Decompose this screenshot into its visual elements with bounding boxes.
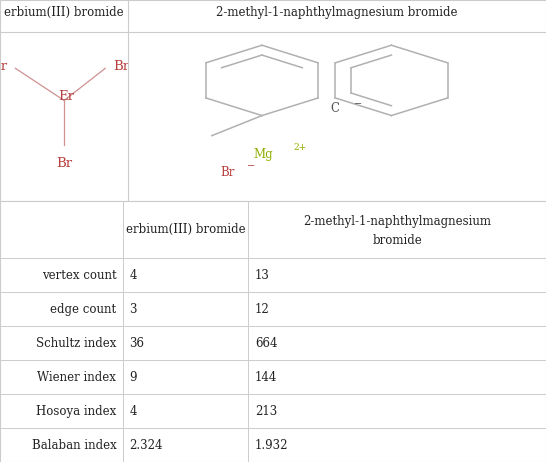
Text: edge count: edge count bbox=[50, 303, 116, 316]
Text: Hosoya index: Hosoya index bbox=[36, 405, 116, 418]
Text: 3: 3 bbox=[129, 303, 137, 316]
Text: Wiener index: Wiener index bbox=[38, 371, 116, 383]
Text: Balaban index: Balaban index bbox=[32, 438, 116, 451]
Text: 664: 664 bbox=[255, 337, 277, 350]
Text: Br: Br bbox=[0, 60, 8, 73]
Text: 2.324: 2.324 bbox=[129, 438, 163, 451]
Text: 2-methyl-1-naphthylmagnesium bromide: 2-methyl-1-naphthylmagnesium bromide bbox=[216, 6, 458, 19]
Text: erbium(III) bromide: erbium(III) bromide bbox=[4, 6, 124, 19]
Text: 13: 13 bbox=[255, 269, 270, 282]
Text: Br: Br bbox=[220, 166, 235, 179]
Text: 213: 213 bbox=[255, 405, 277, 418]
Text: Mg: Mg bbox=[253, 148, 273, 161]
Text: 2+: 2+ bbox=[293, 143, 306, 152]
Text: Br: Br bbox=[113, 60, 129, 73]
Text: Er: Er bbox=[59, 90, 75, 103]
Text: 12: 12 bbox=[255, 303, 270, 316]
Text: 4: 4 bbox=[129, 269, 137, 282]
Text: C: C bbox=[330, 102, 340, 115]
Text: 36: 36 bbox=[129, 337, 144, 350]
Text: 144: 144 bbox=[255, 371, 277, 383]
Text: Schultz index: Schultz index bbox=[36, 337, 116, 350]
Text: 1.932: 1.932 bbox=[255, 438, 288, 451]
Text: 9: 9 bbox=[129, 371, 137, 383]
Text: 2-methyl-1-naphthylmagnesium: 2-methyl-1-naphthylmagnesium bbox=[303, 215, 491, 228]
Text: −: − bbox=[247, 162, 256, 171]
Text: −: − bbox=[354, 100, 361, 109]
Text: vertex count: vertex count bbox=[41, 269, 116, 282]
Text: bromide: bromide bbox=[372, 234, 422, 247]
Text: Br: Br bbox=[56, 157, 72, 170]
Text: 4: 4 bbox=[129, 405, 137, 418]
Text: erbium(III) bromide: erbium(III) bromide bbox=[126, 223, 246, 236]
